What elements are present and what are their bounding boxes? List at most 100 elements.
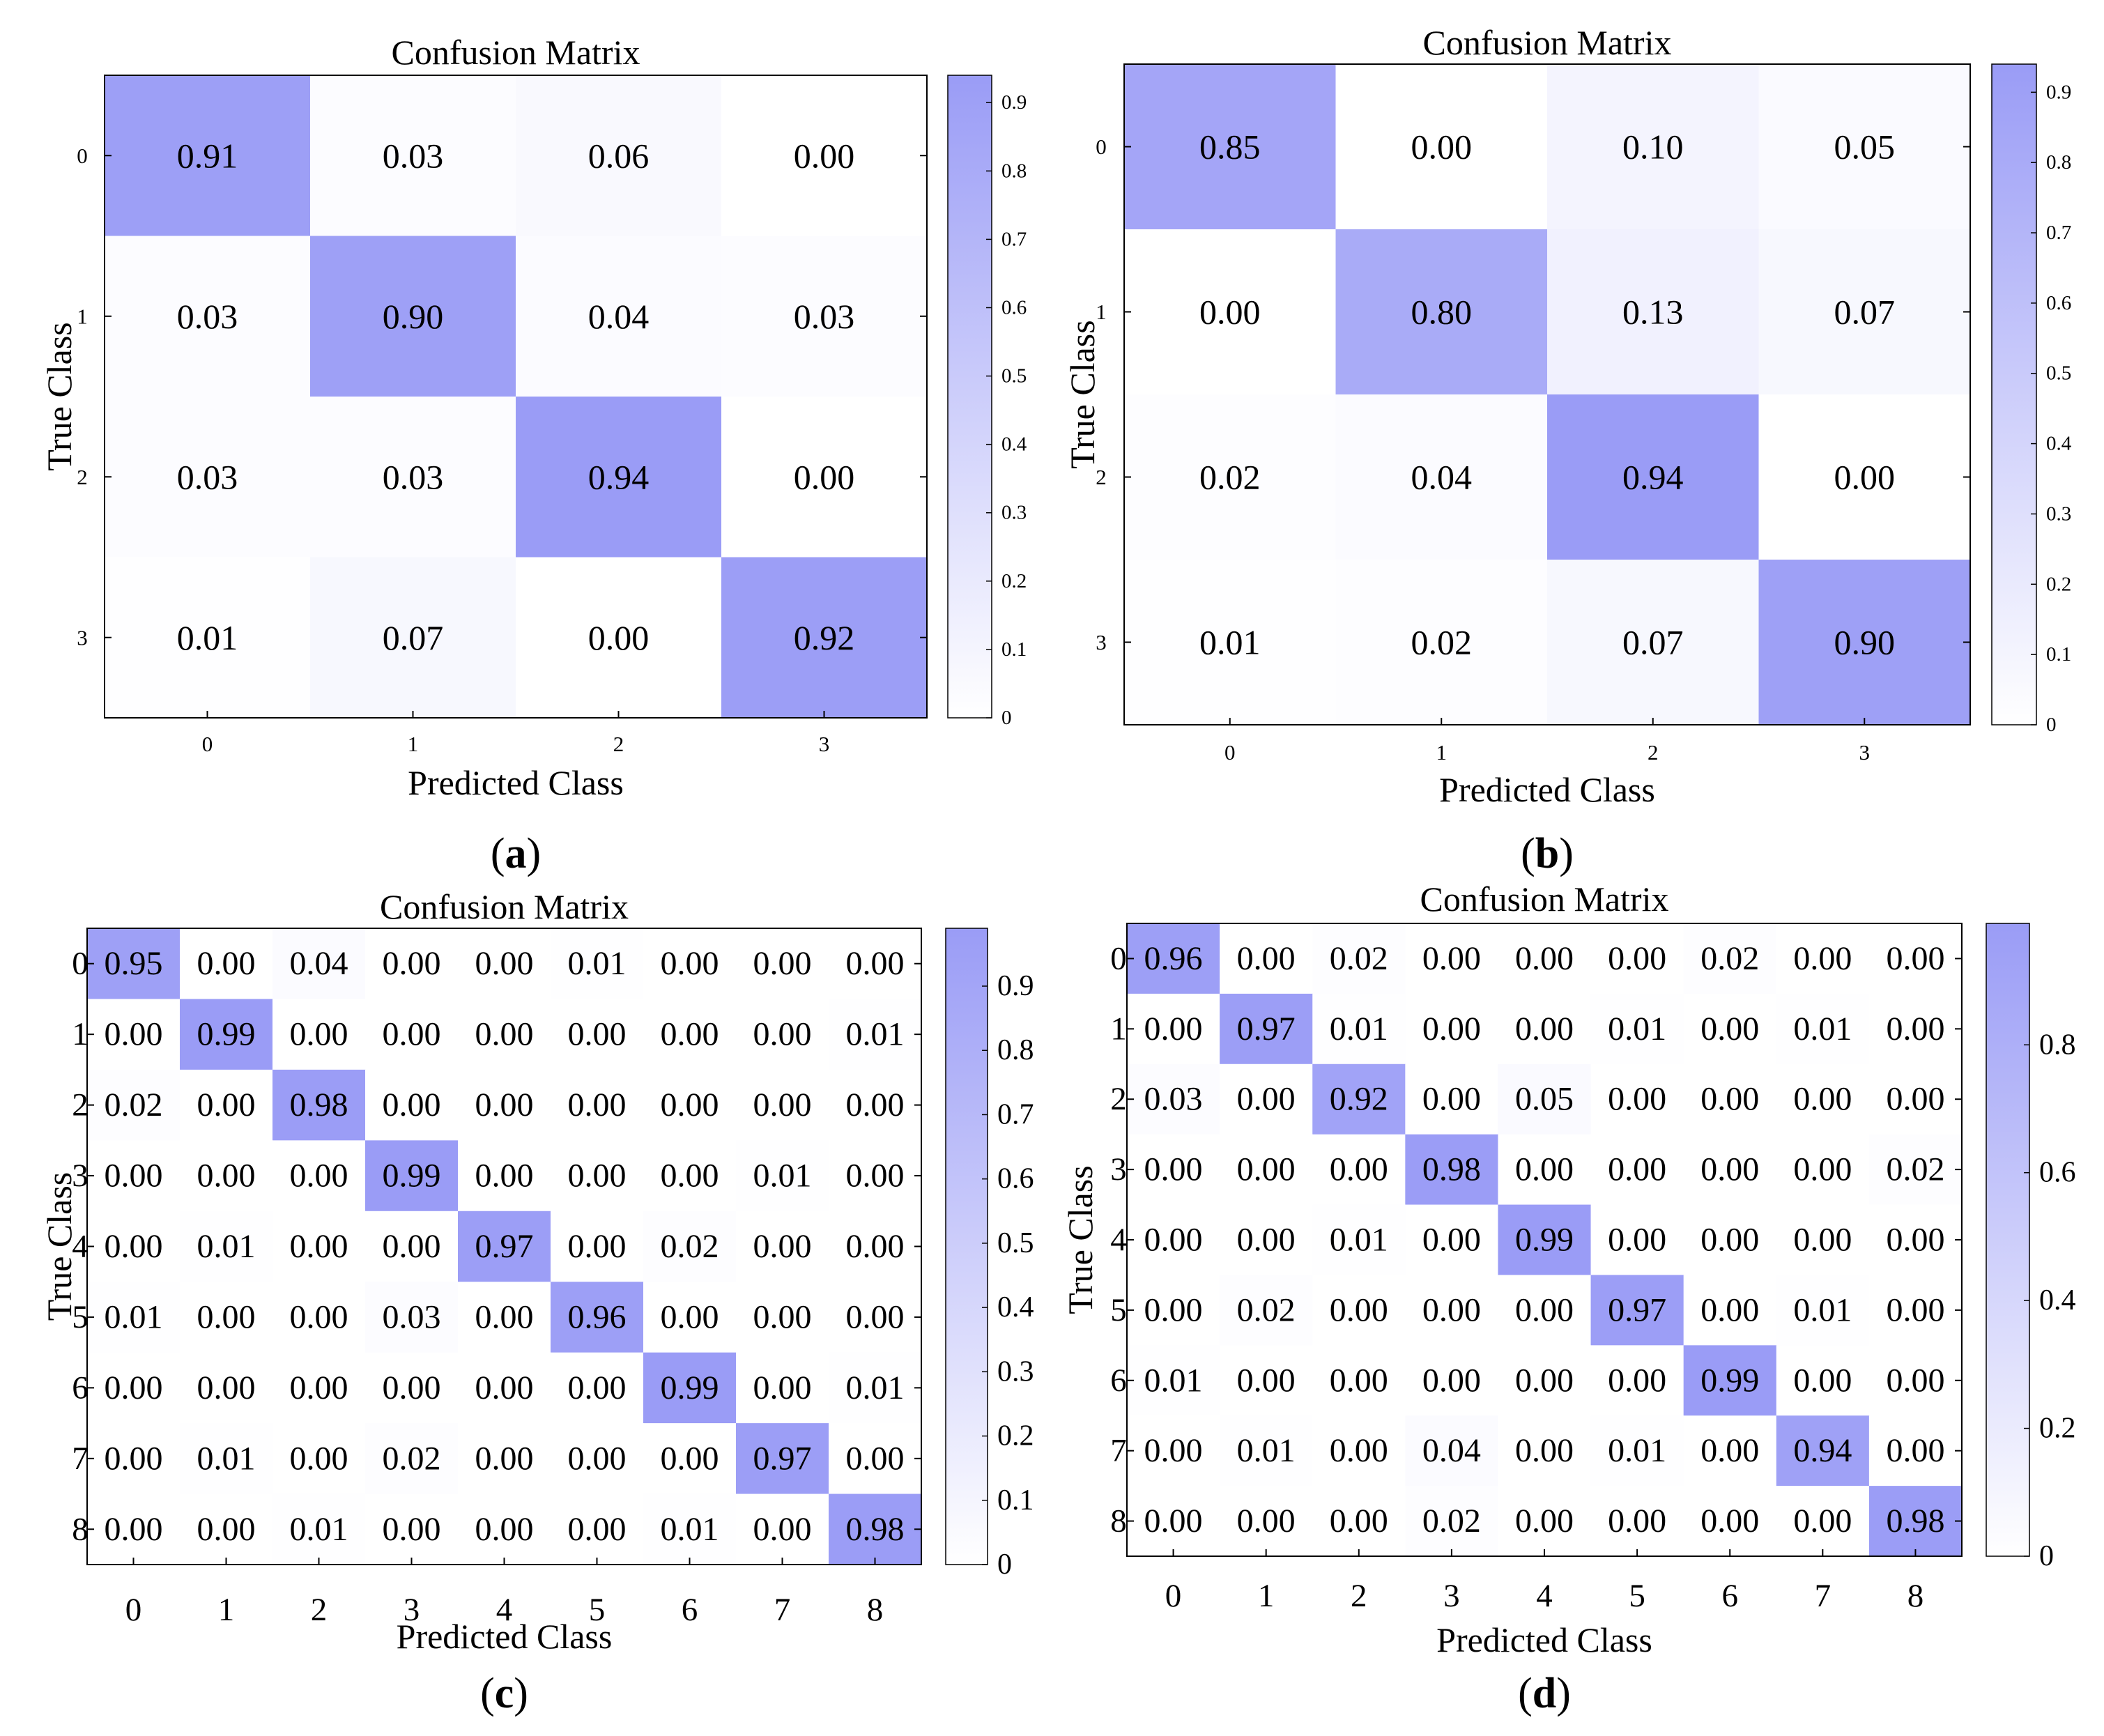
heatmap-cell <box>829 1423 922 1495</box>
heatmap-cell <box>1220 1063 1313 1135</box>
x-tick-label: 7 <box>774 1592 791 1628</box>
y-axis-label: True Class <box>1061 1165 1100 1314</box>
cell-value-label: 0.00 <box>1608 1503 1666 1539</box>
cell-value-label: 0.01 <box>105 1298 163 1335</box>
cell-value-label: 0.00 <box>105 1158 163 1195</box>
heatmap-cell <box>1127 993 1220 1065</box>
heatmap-cell <box>1868 1345 1963 1416</box>
cell-value-label: 0.00 <box>753 1511 812 1548</box>
plot-frame <box>1123 63 1971 725</box>
heatmap-cell <box>180 1069 273 1141</box>
x-tick-label: 8 <box>1907 1578 1924 1614</box>
x-tick-label: 3 <box>404 1592 420 1628</box>
heatmap-cell <box>180 1352 273 1424</box>
heatmap-cell <box>643 1423 737 1495</box>
y-tick-label: 8 <box>1110 1503 1127 1539</box>
x-tick-label: 3 <box>1443 1578 1460 1614</box>
cell-value-label: 0.00 <box>1515 1432 1574 1469</box>
cell-value-label: 0.95 <box>105 945 163 982</box>
x-tick-label: 7 <box>1815 1578 1832 1614</box>
colorbar-tick-label: 0.7 <box>1001 228 1027 250</box>
cell-value-label: 0.03 <box>383 1298 441 1335</box>
heatmap-cell <box>551 1493 644 1565</box>
colorbar-tick-label: 0.1 <box>1001 638 1027 661</box>
cell-value-label: 0.00 <box>1608 1151 1666 1188</box>
heatmap-cell <box>1127 1134 1220 1206</box>
heatmap-cell <box>1124 64 1336 230</box>
y-tick-label: 4 <box>72 1229 89 1265</box>
cell-value-label: 0.00 <box>475 945 534 982</box>
heatmap-cell <box>1312 923 1406 994</box>
cell-value-label: 0.00 <box>661 945 719 982</box>
heatmap-cell <box>551 1211 644 1282</box>
y-tick-label: 1 <box>1110 1011 1127 1047</box>
cell-value-label: 0.00 <box>1515 1011 1574 1047</box>
heatmap-cell <box>736 1352 829 1424</box>
x-tick-label: 3 <box>1859 740 1871 765</box>
cell-value-label: 0.01 <box>846 1016 905 1053</box>
heatmap-cell <box>458 928 551 999</box>
cell-value-label: 0.10 <box>1622 128 1684 167</box>
cell-value-label: 0.97 <box>1237 1011 1296 1047</box>
y-tick-label: 3 <box>1096 630 1107 654</box>
cell-value-label: 0.00 <box>794 457 855 496</box>
heatmap-cell <box>1776 1204 1870 1275</box>
heatmap-cell <box>1683 1275 1777 1346</box>
cell-value-label: 0.06 <box>588 136 650 175</box>
cell-value-label: 0.80 <box>1411 293 1473 332</box>
cell-value-label: 0.00 <box>846 1440 905 1477</box>
heatmap-cell <box>1683 1486 1777 1557</box>
cell-value-label: 0.00 <box>1515 940 1574 977</box>
cell-value-label: 0.03 <box>177 457 238 496</box>
x-tick-label: 6 <box>682 1592 698 1628</box>
colorbar-tick-label: 0.6 <box>2039 1157 2076 1189</box>
y-tick-label: 2 <box>1096 465 1107 489</box>
y-tick-label: 3 <box>1110 1151 1127 1188</box>
cell-value-label: 0.00 <box>1700 1291 1759 1328</box>
cell-value-label: 0.00 <box>197 1086 256 1123</box>
heatmap-cell <box>551 1423 644 1495</box>
heatmap-cell <box>643 928 737 999</box>
cell-value-label: 0.00 <box>846 1086 905 1123</box>
heatmap-cell <box>1547 394 1759 560</box>
colorbar <box>947 75 992 719</box>
x-tick-label: 6 <box>1721 1578 1738 1614</box>
heatmap-cell <box>1683 1345 1777 1416</box>
heatmap-cell <box>1405 1134 1498 1206</box>
heatmap-cell <box>643 1211 737 1282</box>
heatmap-cell <box>1498 923 1592 994</box>
cell-value-label: 0.00 <box>1886 1432 1944 1469</box>
plot-frame <box>104 75 928 719</box>
x-tick-label: 0 <box>202 732 213 756</box>
cell-value-label: 0.00 <box>1144 1291 1203 1328</box>
heatmap-cell <box>1776 923 1870 994</box>
heatmap-cell <box>1590 1204 1684 1275</box>
heatmap-cell <box>736 999 829 1070</box>
heatmap-cell <box>1220 923 1313 994</box>
cell-value-label: 0.00 <box>197 945 256 982</box>
y-tick-label: 0 <box>72 946 89 982</box>
heatmap-cell <box>1683 1415 1777 1487</box>
x-tick-label: 8 <box>867 1592 884 1628</box>
heatmap-cell <box>516 75 722 236</box>
cell-value-label: 0.00 <box>1608 940 1666 977</box>
heatmap-cell <box>87 1140 181 1212</box>
y-tick-label: 2 <box>1110 1081 1127 1117</box>
heatmap-cell <box>551 1282 644 1353</box>
cell-value-label: 0.00 <box>475 1511 534 1548</box>
cell-value-label: 0.00 <box>1237 940 1296 977</box>
heatmap-cell <box>1405 1063 1498 1135</box>
y-tick-label: 6 <box>72 1369 89 1406</box>
y-tick-label: 1 <box>72 1016 89 1052</box>
cell-value-label: 0.00 <box>1608 1362 1666 1399</box>
heatmap-cell <box>1312 993 1406 1065</box>
heatmap-cell <box>1498 1063 1592 1135</box>
cell-value-label: 0.03 <box>1144 1081 1203 1118</box>
cell-value-label: 0.00 <box>105 1016 163 1053</box>
heatmap-cell <box>365 1282 459 1353</box>
heatmap-cell <box>105 236 311 397</box>
cell-value-label: 0.00 <box>1422 940 1481 977</box>
cell-value-label: 0.13 <box>1622 293 1684 332</box>
